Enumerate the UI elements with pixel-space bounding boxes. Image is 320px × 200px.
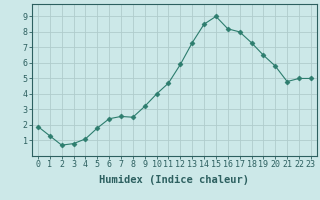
X-axis label: Humidex (Indice chaleur): Humidex (Indice chaleur) (100, 175, 249, 185)
